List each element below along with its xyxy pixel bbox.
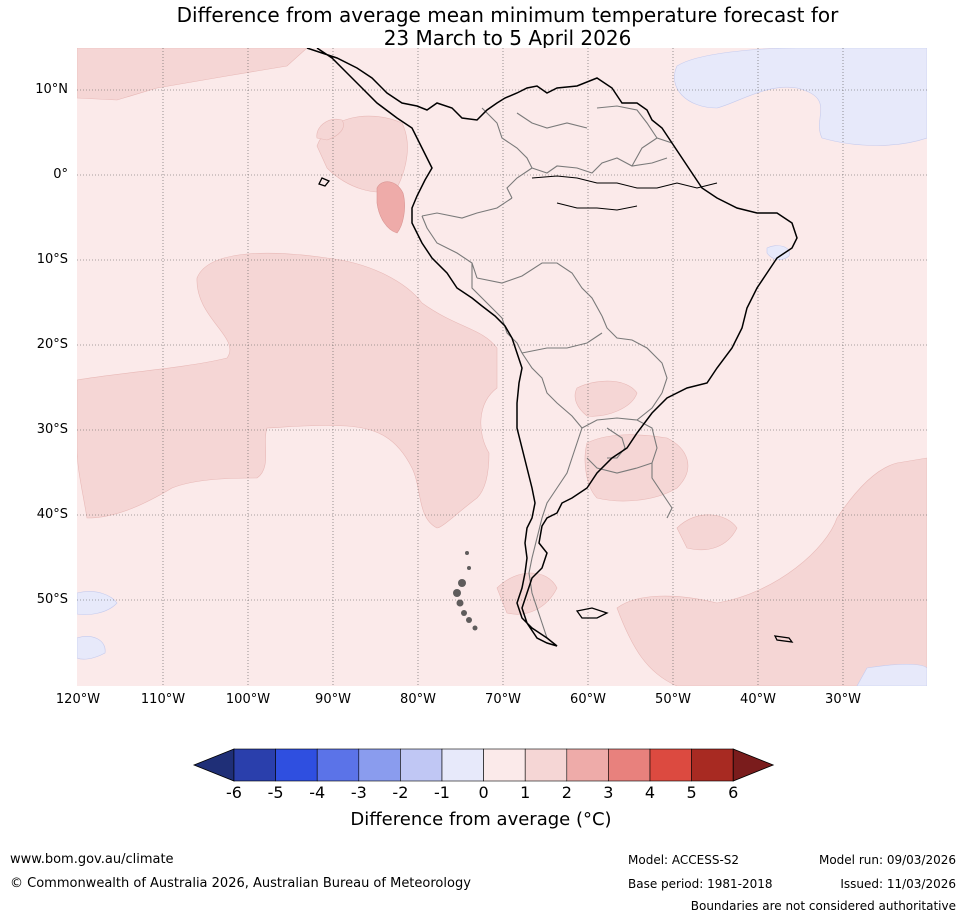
lon-label-50W: 50°W <box>655 692 691 707</box>
lat-label-50S: 50°S <box>36 592 68 607</box>
colorbar-tick-label: 4 <box>644 783 656 802</box>
lat-label-30S: 30°S <box>36 422 68 437</box>
colorbar-arrow-high <box>732 748 775 782</box>
lon-label-70W: 70°W <box>485 692 521 707</box>
anomaly-minus1-to-0-regions <box>77 48 927 686</box>
colorbar-bin <box>566 748 609 782</box>
colorbar-bin <box>649 748 692 782</box>
issued-date: Issued: 11/03/2026 <box>840 877 956 891</box>
colorbar-tick-label: 2 <box>561 783 572 802</box>
model-name: Model: ACCESS-S2 <box>628 853 740 867</box>
website-link[interactable]: www.bom.gov.au/climate <box>10 852 174 867</box>
chart-title: Difference from average mean minimum tem… <box>0 4 965 50</box>
colorbar-tick-label: 6 <box>728 783 739 802</box>
country-borders <box>421 105 683 639</box>
colorbar-tick-label: -2 <box>392 783 409 802</box>
lat-label-40S: 40°S <box>36 507 68 522</box>
lon-label-60W: 60°W <box>570 692 606 707</box>
lon-label-80W: 80°W <box>400 692 436 707</box>
map-gridlines <box>77 48 927 686</box>
anomaly-2-to-3-region <box>376 181 405 234</box>
colorbar-tick-label: -6 <box>226 783 242 802</box>
colorbar-tick-label: -4 <box>309 783 326 802</box>
colorbar-tick-label: 1 <box>520 783 531 802</box>
colorbar-bin <box>483 748 526 782</box>
lon-label-40W: 40°W <box>740 692 776 707</box>
colorbar-tick-label: -5 <box>267 783 284 802</box>
lat-label-0: 0° <box>53 167 68 182</box>
title-line-1: Difference from average mean minimum tem… <box>176 3 839 27</box>
colorbar-tick-label: 5 <box>686 783 697 802</box>
colorbar-bin <box>691 748 734 782</box>
colorbar-bin <box>400 748 443 782</box>
base-period: Base period: 1981-2018 <box>628 877 773 891</box>
model-run: Model run: 09/03/2026 <box>818 853 956 867</box>
colorbar-tick-label: 3 <box>603 783 614 802</box>
colorbar-bin <box>316 748 360 782</box>
colorbar-bin <box>275 748 318 782</box>
lat-label-20S: 20°S <box>36 337 68 352</box>
lat-label-10N: 10°N <box>35 82 68 97</box>
colorbar-bin <box>233 748 276 782</box>
colorbar-tick-label: 0 <box>478 783 489 802</box>
forecast-map <box>77 48 927 686</box>
lon-label-30W: 30°W <box>825 692 861 707</box>
colorbar-bin <box>358 748 401 782</box>
lat-label-10S: 10°S <box>36 252 68 267</box>
lon-label-90W: 90°W <box>315 692 351 707</box>
disclaimer: Boundaries are not considered authoritat… <box>690 899 956 913</box>
colorbar-bin <box>524 748 568 782</box>
fjord-islands <box>453 551 478 631</box>
colorbar-tick-label: -3 <box>350 783 367 802</box>
title-line-2: 23 March to 5 April 2026 <box>383 26 632 50</box>
colorbar-bin <box>441 748 484 782</box>
colorbar-arrow-low <box>192 748 235 782</box>
lon-label-100W: 100°W <box>225 692 271 707</box>
rivers <box>531 175 718 211</box>
coastline <box>306 48 798 647</box>
colorbar-title: Difference from average (°C) <box>350 809 612 830</box>
islands <box>318 177 794 643</box>
colorbar-tick-label: -1 <box>434 783 450 802</box>
lon-label-110W: 110°W <box>140 692 186 707</box>
colorbar-bin <box>608 748 651 782</box>
lon-label-120W: 120°W <box>55 692 101 707</box>
copyright: © Commonwealth of Australia 2026, Austra… <box>10 876 471 891</box>
